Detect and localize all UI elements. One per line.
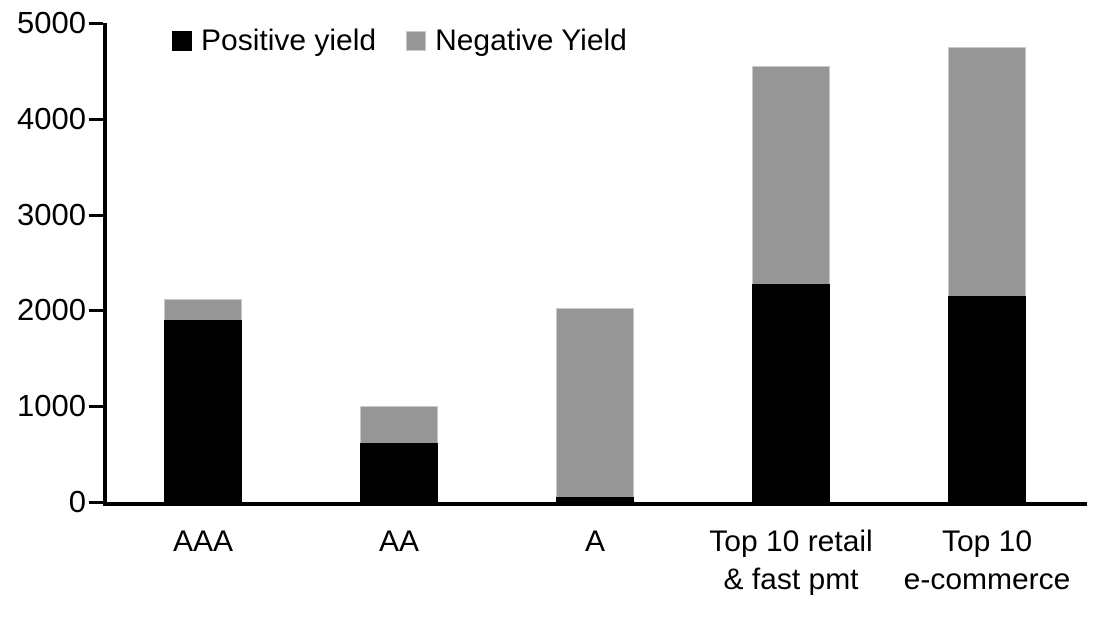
x-category-label-line: e-commerce xyxy=(903,563,1071,596)
x-category-label-line: Top 10 retail xyxy=(709,525,873,558)
bar-stack-top-10-e-commerce xyxy=(948,46,1026,502)
legend-swatch-negative-icon xyxy=(406,31,427,51)
x-category-label-line: A xyxy=(584,525,605,558)
bar-segment-negative-yield xyxy=(948,46,1026,297)
x-category-label: A xyxy=(465,523,725,561)
x-category-label-line: & fast pmt xyxy=(723,563,859,596)
legend-item-positive-yield: Positive yield xyxy=(172,26,376,56)
bar-segment-positive-yield xyxy=(360,442,438,502)
bar-stack-a xyxy=(556,307,634,502)
plot-area xyxy=(103,23,1087,506)
bar-segment-positive-yield xyxy=(948,296,1026,502)
bar-stack-top-10-retail-fast-pmt xyxy=(752,66,830,502)
y-axis-tick xyxy=(89,117,103,121)
x-category-label: AA xyxy=(269,523,529,561)
chart-legend: Positive yield Negative Yield xyxy=(172,26,627,56)
legend-label-positive: Positive yield xyxy=(201,24,377,57)
y-axis-tick xyxy=(89,213,103,217)
y-axis-tick-label: 0 xyxy=(68,484,86,519)
bar-stack-aa xyxy=(360,406,438,502)
legend-swatch-positive-icon xyxy=(172,31,192,51)
y-axis-tick xyxy=(89,501,103,504)
y-axis-tick-label: 3000 xyxy=(17,196,86,232)
x-category-label-line: Top 10 xyxy=(941,525,1033,558)
x-category-label-line: AAA xyxy=(172,525,234,558)
y-axis-tick xyxy=(89,405,103,409)
x-category-label-line: AA xyxy=(378,525,420,558)
y-axis-tick-label: 2000 xyxy=(17,292,86,328)
bar-segment-positive-yield xyxy=(164,319,242,502)
y-axis-tick-label: 4000 xyxy=(17,100,86,136)
x-category-label: Top 10 retail & fast pmt xyxy=(661,523,921,599)
bar-segment-negative-yield xyxy=(556,307,634,498)
legend-label-negative: Negative Yield xyxy=(435,24,627,57)
bar-segment-positive-yield xyxy=(556,497,634,502)
bar-stack-aaa xyxy=(164,298,242,502)
bar-segment-negative-yield xyxy=(360,406,438,443)
bar-segment-negative-yield xyxy=(164,298,242,320)
bar-segment-negative-yield xyxy=(752,66,830,284)
legend-item-negative-yield: Negative Yield xyxy=(406,26,627,56)
bar-segment-positive-yield xyxy=(752,283,830,502)
y-axis-tick xyxy=(89,22,103,25)
x-category-label: AAA xyxy=(73,523,333,561)
y-axis-tick xyxy=(89,309,103,313)
y-axis-tick-label: 5000 xyxy=(17,5,86,40)
y-axis-tick-label: 1000 xyxy=(17,388,86,424)
x-category-label: Top 10 e-commerce xyxy=(857,523,1102,599)
